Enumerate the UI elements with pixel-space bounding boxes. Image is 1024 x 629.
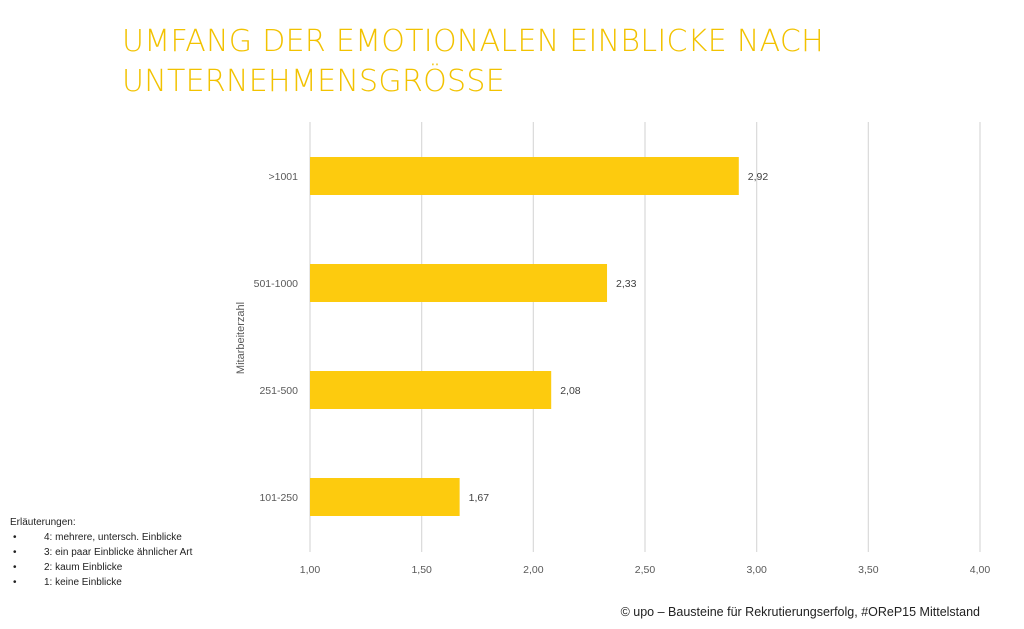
- bar: [310, 478, 460, 516]
- y-category-label: 101-250: [259, 492, 298, 504]
- notes-item-4: 4: mehrere, untersch. Einblicke: [10, 530, 192, 545]
- y-axis-title: Mitarbeiterzahl: [235, 302, 247, 374]
- y-category-label: 501-1000: [254, 278, 299, 290]
- bar: [310, 157, 739, 195]
- notes-item-1: 1: keine Einblicke: [10, 575, 192, 590]
- copyright-footer: © upo – Bausteine für Rekrutierungserfol…: [620, 605, 980, 619]
- bar: [310, 371, 552, 409]
- x-tick-label: 3,00: [746, 564, 767, 576]
- bar-value-label: 2,92: [748, 171, 769, 183]
- notes-item-3: 3: ein paar Einblicke ähnlicher Art: [10, 545, 192, 560]
- y-category-label: >1001: [269, 171, 299, 183]
- chart-title-line-2: UNTERNEHMENSGRÖSSE: [122, 64, 505, 99]
- x-tick-label: 4,00: [970, 564, 991, 576]
- x-tick-label: 1,00: [300, 564, 321, 576]
- bar-value-label: 2,33: [616, 278, 637, 290]
- x-tick-label: 1,50: [411, 564, 432, 576]
- notes-list: 4: mehrere, untersch. Einblicke 3: ein p…: [10, 530, 192, 590]
- x-tick-label: 2,50: [635, 564, 656, 576]
- x-tick-label: 2,00: [523, 564, 544, 576]
- y-category-label: 251-500: [259, 385, 298, 397]
- chart-title-line-1: UMFANG DER EMOTIONALEN EINBLICKE NACH: [122, 24, 824, 59]
- x-tick-label: 3,50: [858, 564, 879, 576]
- chart-title: UMFANG DER EMOTIONALEN EINBLICKE NACH UN…: [122, 22, 922, 102]
- notes-item-2: 2: kaum Einblicke: [10, 560, 192, 575]
- bar-value-label: 2,08: [560, 385, 581, 397]
- legend-notes: Erläuterungen: 4: mehrere, untersch. Ein…: [10, 515, 192, 590]
- bar: [310, 264, 608, 302]
- bar-value-label: 1,67: [469, 492, 490, 504]
- notes-heading: Erläuterungen:: [10, 517, 76, 528]
